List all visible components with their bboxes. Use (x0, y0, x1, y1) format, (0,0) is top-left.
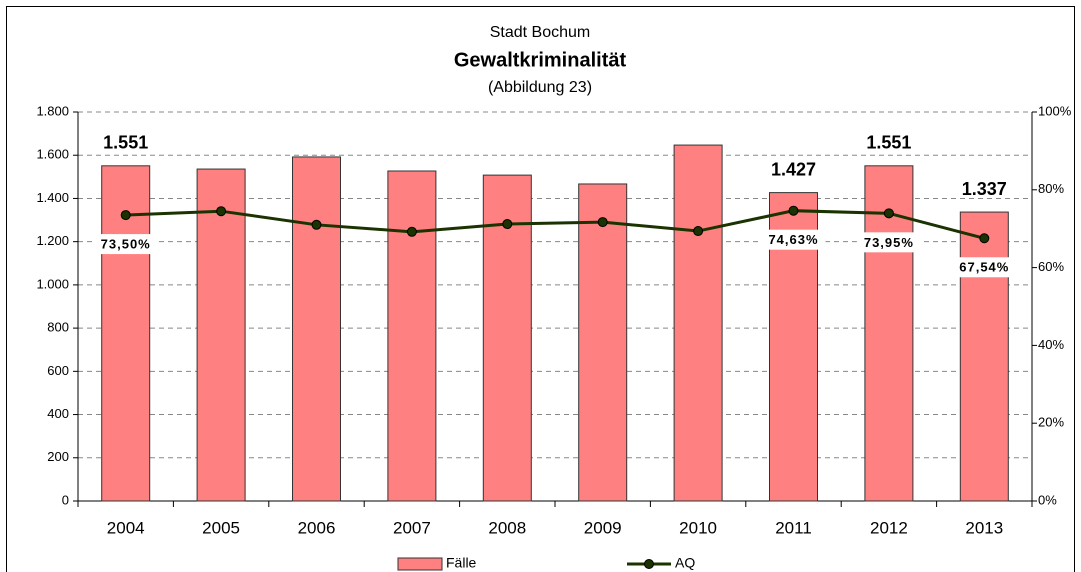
x-tick-label: 2013 (965, 518, 1003, 537)
x-tick-label: 2005 (202, 518, 240, 537)
chart-caption: (Abbildung 23) (488, 79, 592, 96)
bar (864, 165, 914, 502)
y2-tick-label: 80% (1038, 181, 1064, 196)
y2-tick-label: 20% (1038, 415, 1064, 430)
value-label-bg (93, 234, 158, 255)
bar (101, 165, 151, 502)
value-label-bg (856, 232, 921, 253)
x-tick-label: 2009 (584, 518, 622, 537)
line-value-label: 73,95% (864, 235, 914, 250)
x-tick-label: 2011 (775, 518, 812, 537)
line-marker (502, 219, 513, 230)
y2-tick-label: 100% (1038, 103, 1072, 118)
bar-value-label: 1.551 (103, 133, 148, 153)
bar (673, 144, 723, 502)
legend-marker (644, 559, 654, 569)
y2-tick-label: 60% (1038, 259, 1064, 274)
bar-value-label: 1.551 (866, 133, 911, 153)
line-marker (216, 206, 227, 217)
bar-value-label: 1.337 (962, 179, 1007, 199)
bar (387, 170, 437, 502)
line-marker (788, 205, 799, 216)
x-tick-label: 2006 (298, 518, 336, 537)
y-tick-label: 200 (47, 449, 69, 464)
bar (959, 211, 1009, 502)
bar (292, 156, 341, 502)
value-label-bg (761, 229, 826, 250)
bar-value-label: 1.427 (771, 159, 816, 179)
legend-label: AQ (675, 555, 695, 571)
bar (578, 183, 628, 502)
legend-swatch (397, 557, 443, 571)
x-tick-label: 2008 (488, 518, 526, 537)
line-marker (883, 208, 894, 219)
line (125, 209, 985, 240)
line-marker (120, 210, 131, 221)
bar (196, 168, 246, 502)
y2-tick-label: 40% (1038, 337, 1064, 352)
y-tick-label: 1.800 (36, 103, 69, 118)
line-marker (311, 219, 322, 230)
y-tick-label: 600 (47, 363, 69, 378)
chart-title: Stadt Bochum (490, 24, 591, 41)
y-tick-label: 1.400 (36, 190, 69, 205)
legend-label: Fälle (446, 555, 477, 571)
y-tick-label: 1.200 (36, 233, 69, 248)
x-tick-label: 2010 (679, 518, 717, 537)
line-value-label: 73,50% (101, 237, 151, 252)
line-value-label: 74,63% (768, 232, 818, 247)
chart-subtitle: Gewaltkriminalität (454, 49, 627, 71)
line-value-label: 67,54% (959, 260, 1009, 275)
line-marker (406, 226, 417, 237)
y-tick-label: 800 (47, 320, 69, 335)
y-tick-label: 1.000 (36, 276, 69, 291)
x-tick-label: 2004 (107, 518, 145, 537)
y2-tick-label: 0% (1038, 492, 1057, 507)
x-tick-label: 2012 (870, 518, 908, 537)
x-tick-label: 2007 (393, 518, 431, 537)
y-tick-label: 0 (62, 492, 69, 507)
bar (482, 174, 532, 502)
line-marker (979, 233, 990, 244)
value-label-bg (952, 257, 1017, 278)
y-tick-label: 400 (47, 406, 69, 421)
line-marker (693, 226, 704, 237)
line-marker (597, 217, 608, 228)
y-tick-label: 1.600 (36, 147, 69, 162)
